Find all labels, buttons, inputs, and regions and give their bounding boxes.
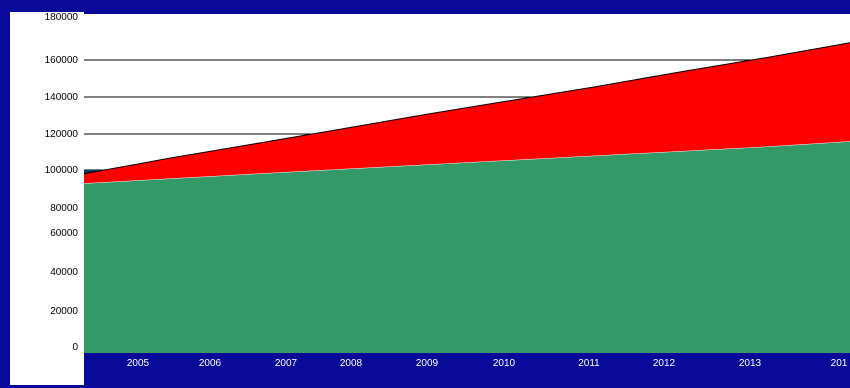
x-axis-band: [84, 353, 850, 388]
y-axis-panel: [10, 12, 84, 385]
x-tick-label: 2009: [416, 358, 439, 369]
y-tick-label: 140000: [45, 92, 79, 103]
y-axis-ticks: 0 20000 40000 60000 80000 100000 120000 140000 1…: [45, 12, 79, 353]
area-series: [83, 42, 850, 353]
y-tick-label: 80000: [50, 203, 78, 214]
x-tick-label: 2008: [340, 358, 363, 369]
x-tick-label: 2011: [578, 358, 600, 369]
y-tick-label: 60000: [50, 228, 78, 239]
x-tick-label: 2010: [493, 358, 516, 369]
y-tick-label: 180000: [45, 12, 79, 23]
area-series-2-edge: [83, 42, 850, 175]
x-tick-label: 2013: [739, 358, 762, 369]
x-tick-label: 2005: [127, 358, 150, 369]
y-tick-label: 100000: [45, 165, 79, 176]
x-tick-label: 201: [831, 358, 848, 369]
x-tick-label: 2007: [275, 358, 298, 369]
y-tick-label: 160000: [45, 55, 79, 66]
x-tick-label: 2012: [653, 358, 676, 369]
y-tick-label: 120000: [45, 129, 79, 140]
x-axis-ticks: 2005 2006 2007 2008 2009 2010 2011 2012 2013 201: [127, 358, 848, 369]
y-tick-label: 20000: [50, 306, 78, 317]
area-series-2: [84, 42, 850, 184]
area-series-1: [84, 141, 850, 353]
y-tick-label: 0: [72, 342, 78, 353]
y-tick-label: 40000: [50, 267, 78, 278]
x-tick-label: 2006: [199, 358, 222, 369]
